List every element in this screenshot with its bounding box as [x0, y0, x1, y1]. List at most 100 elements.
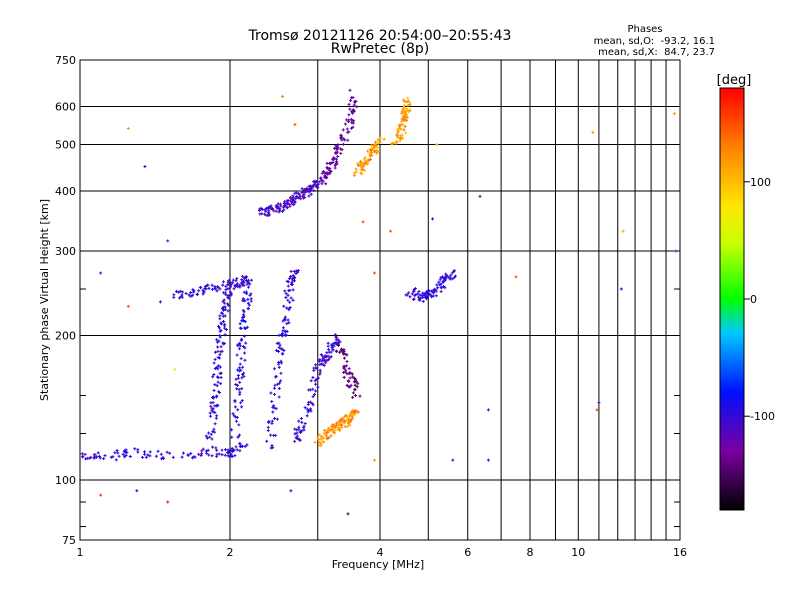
data-point [172, 293, 176, 297]
data-point [288, 300, 292, 304]
data-point [215, 414, 219, 418]
data-point [192, 290, 196, 294]
data-point [351, 375, 355, 379]
data-point [98, 454, 102, 458]
data-point [360, 172, 364, 176]
data-point [339, 151, 343, 155]
data-point [207, 286, 211, 290]
data-point [234, 377, 238, 381]
data-point [342, 375, 346, 379]
data-point [339, 133, 343, 137]
data-point [241, 373, 245, 377]
data-point [189, 291, 193, 295]
data-point [286, 280, 290, 284]
data-point [215, 448, 219, 452]
data-point [441, 280, 445, 284]
data-point [208, 411, 212, 415]
data-point [318, 358, 322, 362]
data-point [431, 217, 435, 221]
data-point [349, 126, 353, 130]
data-point [361, 220, 365, 224]
data-point [209, 432, 213, 436]
data-point [276, 350, 280, 354]
data-point [243, 351, 247, 355]
data-point [354, 393, 358, 397]
data-point [123, 455, 127, 459]
data-point [400, 112, 404, 116]
data-point [180, 293, 184, 297]
data-point [177, 296, 181, 300]
data-point [224, 448, 228, 452]
data-point [421, 296, 425, 300]
data-point [244, 275, 248, 279]
data-point [345, 353, 349, 357]
data-point [413, 294, 417, 298]
data-point [216, 375, 220, 379]
data-point [242, 313, 246, 317]
data-point [401, 98, 405, 102]
data-point [673, 112, 677, 116]
data-point [311, 376, 315, 380]
data-point [241, 274, 245, 278]
data-point [321, 179, 325, 183]
data-point [319, 176, 323, 180]
data-point [286, 298, 290, 302]
data-point [230, 428, 234, 432]
data-point [355, 105, 359, 109]
data-point [323, 171, 327, 175]
data-point [371, 146, 375, 150]
data-point [339, 423, 343, 427]
data-point [242, 283, 246, 287]
data-point [273, 367, 277, 371]
data-point [209, 414, 213, 418]
data-point [361, 165, 365, 169]
data-point [295, 428, 299, 432]
data-point [405, 115, 409, 119]
data-point [322, 364, 326, 368]
data-point [434, 294, 438, 298]
data-point [419, 296, 423, 300]
data-point [292, 198, 296, 202]
data-point [219, 322, 223, 326]
data-point [291, 194, 295, 198]
data-point [342, 419, 346, 423]
data-point [115, 448, 119, 452]
data-point [330, 157, 334, 161]
data-point [203, 287, 207, 290]
data-point [154, 454, 158, 458]
data-point [295, 195, 299, 199]
data-point [181, 451, 185, 455]
data-point [333, 428, 337, 432]
data-point [514, 275, 518, 279]
data-point [240, 399, 244, 403]
data-point [247, 303, 251, 307]
data-point [232, 448, 236, 452]
data-point [247, 285, 251, 289]
data-point [313, 440, 317, 444]
x-tick-label: 16 [673, 546, 687, 559]
data-point [348, 88, 352, 92]
data-point [128, 454, 132, 458]
data-point [248, 282, 252, 286]
data-point [321, 440, 325, 444]
data-point [346, 416, 350, 420]
data-point [326, 344, 330, 348]
data-point [451, 271, 455, 275]
data-point [350, 110, 354, 114]
data-point [168, 451, 172, 455]
data-point [286, 293, 290, 297]
data-point [295, 434, 299, 438]
data-point [441, 275, 445, 279]
data-point [219, 345, 223, 349]
data-point [325, 437, 329, 441]
data-point [171, 455, 175, 459]
data-point [246, 278, 250, 282]
data-point [240, 387, 244, 391]
data-point [213, 357, 217, 361]
data-point [213, 285, 217, 289]
data-point [280, 334, 284, 338]
data-point [453, 275, 457, 279]
y-tick-label: 500 [55, 139, 76, 152]
data-point [402, 128, 406, 132]
